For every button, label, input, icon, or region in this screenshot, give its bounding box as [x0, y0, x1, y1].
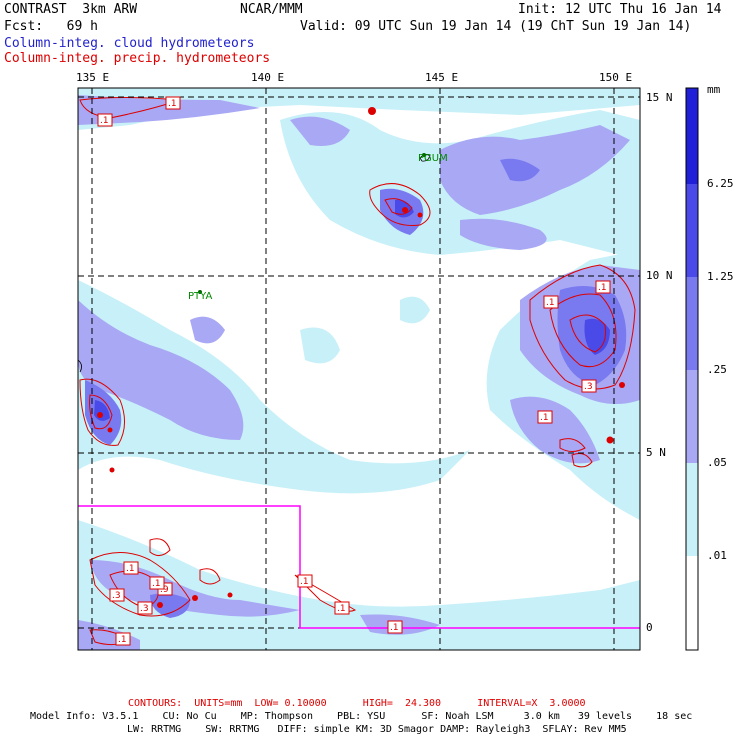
legend-swatch-0 [686, 88, 698, 184]
lon-label-150: 150 E [599, 71, 633, 84]
legend-swatch-1 [686, 184, 698, 277]
lat-label-10n: 10 N [646, 269, 673, 282]
contour-label: .1 [149, 576, 165, 590]
contour-label: .1 [334, 601, 350, 615]
legend-level-0: 6.25 [707, 177, 734, 190]
model-info-line2: LW: RRTMG SW: RRTMG DIFF: simple KM: 3D … [127, 724, 627, 735]
svg-text:.1: .1 [546, 298, 555, 308]
nested-domain-outline [78, 505, 640, 629]
svg-text:.1: .1 [152, 579, 161, 589]
contour-info: CONTOURS: UNITS=mm LOW= 0.10000 HIGH= 24… [128, 698, 586, 709]
svg-text:.1: .1 [337, 604, 346, 614]
model-info-line1: Model Info: V3.5.1 CU: No Cu MP: Thompso… [30, 711, 693, 722]
contour-label: .3 [137, 601, 153, 615]
init-time: Init: 12 UTC Thu 16 Jan 14 [518, 2, 722, 17]
legend-level-1: 1.25 [707, 270, 734, 283]
contour-label: .1 [297, 574, 313, 588]
contour-label: .1 [97, 113, 113, 127]
organization: NCAR/MMM [240, 2, 303, 17]
legend-swatch-4 [686, 463, 698, 556]
valid-time: Valid: 09 UTC Sun 19 Jan 14 (19 ChT Sun … [300, 19, 692, 34]
station-label-pgum: PGUM [418, 153, 448, 164]
precip-contours [79, 97, 636, 646]
lon-label-140: 140 E [251, 71, 285, 84]
field-precip-label: Column-integ. precip. hydrometeors [4, 51, 271, 66]
svg-text:.1: .1 [540, 413, 549, 423]
lat-label-5n: 5 N [646, 446, 666, 459]
map-frame [77, 87, 641, 651]
svg-text:.1: .1 [100, 116, 109, 126]
svg-text:.1: .1 [390, 623, 399, 633]
legend-units: mm [707, 83, 721, 96]
station-label-ptya: PTYA [188, 291, 212, 302]
contour-label: .1 [123, 561, 139, 575]
svg-text:.1: .1 [126, 564, 135, 574]
svg-text:.3: .3 [112, 591, 121, 601]
svg-text:.1: .1 [300, 577, 309, 587]
field-cloud-label: Column-integ. cloud hydrometeors [4, 36, 255, 51]
legend-level-2: .25 [707, 363, 727, 376]
contour-label: .1 [595, 280, 611, 294]
contour-label: .1 [115, 632, 131, 646]
lon-label-145: 145 E [425, 71, 459, 84]
contour-label: .3 [581, 379, 597, 393]
lat-label-0: 0 [646, 621, 653, 634]
lon-label-135: 135 E [76, 71, 110, 84]
svg-text:.1: .1 [118, 635, 127, 645]
lat-label-15n: 15 N [646, 91, 673, 104]
model-title: CONTRAST 3km ARW [4, 2, 138, 17]
legend-swatch-2 [686, 277, 698, 370]
svg-text:.3: .3 [140, 604, 149, 614]
station-marker-pgum [422, 153, 426, 157]
station-markers [198, 153, 426, 294]
contour-label: .1 [537, 410, 553, 424]
contour-value-labels: .1 .1 .1 .1 .3 .1 .3 .1 .9 .1 .3 .1 .1 .… [97, 96, 611, 646]
contour-label: .1 [165, 96, 181, 110]
legend-level-3: .05 [707, 456, 727, 469]
svg-text:.1: .1 [168, 99, 177, 109]
legend-swatch-3 [686, 370, 698, 463]
precip-cores [97, 107, 625, 608]
contour-label: .1 [543, 295, 559, 309]
legend-level-4: .01 [707, 549, 727, 562]
svg-text:.1: .1 [598, 283, 607, 293]
svg-text:.9: .9 [160, 585, 169, 595]
svg-text:.3: .3 [584, 382, 593, 392]
station-marker-ptya [198, 290, 202, 294]
contour-label: .1 [387, 620, 403, 634]
legend-colorbar [685, 87, 699, 651]
contour-label: .3 [109, 588, 125, 602]
forecast-hour: Fcst: 69 h [4, 19, 98, 34]
legend-swatch-5 [686, 556, 698, 650]
